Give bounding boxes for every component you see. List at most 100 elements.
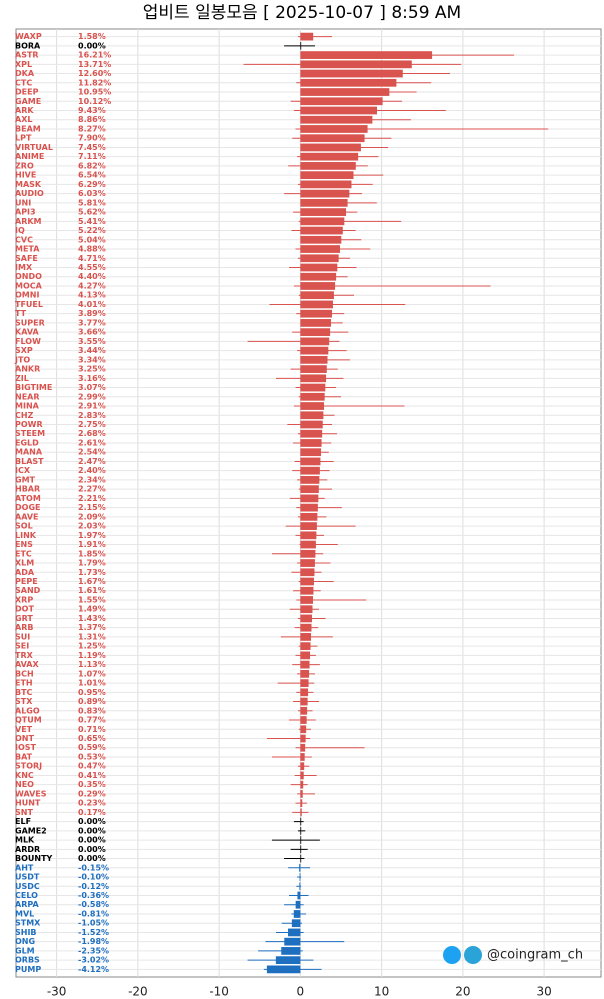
coin-name: CVC (15, 235, 33, 244)
candle-body (300, 485, 319, 494)
coin-name: WAVES (15, 789, 47, 798)
change-label: 2.40% (78, 466, 106, 475)
coin-name: IQ (15, 226, 25, 235)
change-label: -0.15% (78, 863, 109, 872)
change-label: 2.09% (78, 512, 106, 521)
coin-name: SUPER (15, 318, 45, 327)
candle-body (300, 291, 334, 300)
candle-body (300, 162, 356, 170)
change-label: 3.89% (78, 309, 106, 318)
candle-body (299, 863, 301, 872)
change-label: 13.71% (78, 60, 111, 69)
change-label: 6.54% (78, 171, 106, 180)
candle-body (300, 476, 320, 484)
coin-name: ELF (15, 817, 31, 826)
coin-name: GRT (15, 614, 33, 623)
coin-name: XPL (15, 60, 32, 69)
change-label: 2.99% (78, 392, 106, 401)
change-label: 4.01% (78, 300, 106, 309)
coin-name: STX (15, 697, 33, 706)
change-label: 2.61% (78, 438, 106, 447)
candle-body (300, 355, 328, 364)
change-label: 0.00% (78, 826, 106, 835)
change-label: 1.25% (78, 642, 106, 651)
change-label: 0.47% (78, 762, 106, 771)
candle-body (300, 771, 304, 780)
change-label: 0.35% (78, 780, 106, 789)
coin-name: BIGTIME (15, 383, 52, 392)
coin-name: SAND (15, 586, 41, 595)
change-label: 1.01% (78, 679, 106, 688)
coin-name: IOST (15, 743, 37, 752)
candle-body (300, 208, 347, 216)
candle-body (300, 651, 311, 660)
change-label: 0.53% (78, 752, 106, 761)
change-label: 16.21% (78, 51, 111, 60)
change-label: 1.55% (78, 595, 106, 604)
candle-body (300, 531, 317, 540)
coin-name: JTO (14, 355, 30, 364)
change-label: 4.13% (78, 291, 106, 300)
candle-body (291, 919, 301, 928)
candle-body (300, 790, 303, 798)
coin-name: OMNI (15, 291, 39, 300)
coin-name: STMX (15, 919, 41, 928)
change-label: 7.11% (78, 152, 106, 161)
change-label: -4.12% (78, 965, 109, 974)
coin-name: GLM (15, 946, 35, 955)
change-label: 4.40% (78, 272, 106, 281)
change-label: 1.91% (78, 540, 106, 549)
coin-name: QTUM (15, 716, 42, 725)
coin-name: MINA (15, 402, 40, 411)
candle-body (300, 143, 361, 152)
candle-body (300, 817, 302, 826)
candle-body (300, 41, 302, 50)
change-label: 1.49% (78, 605, 106, 614)
coin-name: ONDO (15, 272, 42, 281)
change-label: 0.95% (78, 688, 106, 697)
change-label: 8.86% (78, 115, 106, 124)
candle-body (300, 457, 321, 466)
coin-name: XRP (15, 595, 33, 604)
watermark-text: @coingram_ch (487, 948, 583, 963)
change-label: 4.55% (78, 263, 106, 272)
candle-body (297, 891, 301, 900)
candle-body (288, 928, 301, 937)
change-label: 2.91% (78, 402, 106, 411)
coin-name: AVAX (15, 660, 39, 669)
change-label: 0.77% (78, 716, 106, 725)
x-tick-label: -30 (47, 985, 67, 999)
coin-name: TT (15, 309, 27, 318)
change-label: 0.89% (78, 697, 106, 706)
change-label: 12.60% (78, 69, 111, 78)
twitter-icon (443, 946, 461, 964)
coin-name: KNC (15, 771, 34, 780)
candle-body (300, 808, 302, 817)
candle-body (300, 245, 341, 253)
coin-name: LPT (15, 134, 32, 143)
change-label: 2.27% (78, 485, 106, 494)
coin-name: ADA (15, 568, 35, 577)
coin-name: NEAR (15, 392, 40, 401)
candle-body (300, 60, 412, 69)
candle-body (300, 439, 322, 447)
candle-body (300, 494, 319, 503)
change-label: 2.34% (78, 475, 106, 484)
candle-body (300, 32, 314, 41)
change-label: 0.83% (78, 706, 106, 715)
change-label: 3.07% (78, 383, 106, 392)
change-label: 0.00% (78, 41, 106, 50)
candle-body (300, 346, 329, 355)
coin-name: NEO (15, 780, 34, 789)
change-label: 2.68% (78, 429, 106, 438)
change-label: 1.73% (78, 568, 106, 577)
change-label: 1.31% (78, 632, 106, 641)
coin-name: SAFE (15, 254, 38, 263)
change-label: 1.61% (78, 586, 106, 595)
candle-body (300, 845, 302, 854)
coin-name: BORA (15, 41, 41, 50)
candle-body (300, 337, 330, 346)
candle-body (300, 826, 302, 835)
candle-body (300, 596, 313, 604)
candle-body (266, 965, 301, 974)
